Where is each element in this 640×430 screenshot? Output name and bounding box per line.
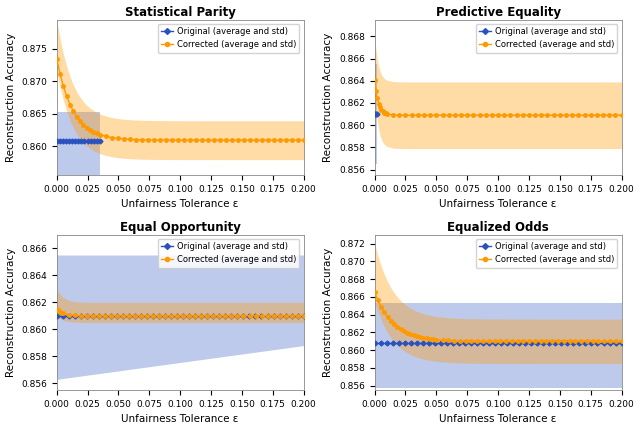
- Y-axis label: Reconstruction Accuracy: Reconstruction Accuracy: [323, 33, 333, 162]
- X-axis label: Unfairness Tolerance ε: Unfairness Tolerance ε: [122, 200, 239, 209]
- X-axis label: Unfairness Tolerance ε: Unfairness Tolerance ε: [440, 415, 557, 424]
- Y-axis label: Reconstruction Accuracy: Reconstruction Accuracy: [323, 248, 333, 377]
- Title: Equalized Odds: Equalized Odds: [447, 221, 549, 233]
- Legend: Original (average and std), Corrected (average and std): Original (average and std), Corrected (a…: [476, 239, 618, 268]
- Y-axis label: Reconstruction Accuracy: Reconstruction Accuracy: [6, 33, 15, 162]
- Y-axis label: Reconstruction Accuracy: Reconstruction Accuracy: [6, 248, 15, 377]
- Title: Statistical Parity: Statistical Parity: [125, 6, 236, 18]
- Title: Predictive Equality: Predictive Equality: [436, 6, 561, 18]
- X-axis label: Unfairness Tolerance ε: Unfairness Tolerance ε: [122, 415, 239, 424]
- Legend: Original (average and std), Corrected (average and std): Original (average and std), Corrected (a…: [157, 239, 300, 268]
- Title: Equal Opportunity: Equal Opportunity: [120, 221, 241, 233]
- Legend: Original (average and std), Corrected (average and std): Original (average and std), Corrected (a…: [476, 24, 618, 53]
- Legend: Original (average and std), Corrected (average and std): Original (average and std), Corrected (a…: [157, 24, 300, 53]
- X-axis label: Unfairness Tolerance ε: Unfairness Tolerance ε: [440, 200, 557, 209]
